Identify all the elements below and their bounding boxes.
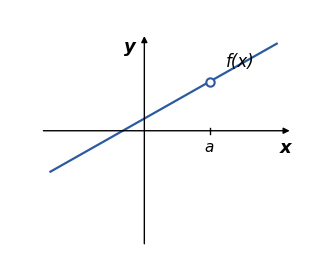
Text: f(x): f(x) (226, 53, 254, 71)
Text: y: y (124, 38, 136, 56)
Text: a: a (205, 140, 214, 155)
Text: x: x (280, 139, 291, 157)
